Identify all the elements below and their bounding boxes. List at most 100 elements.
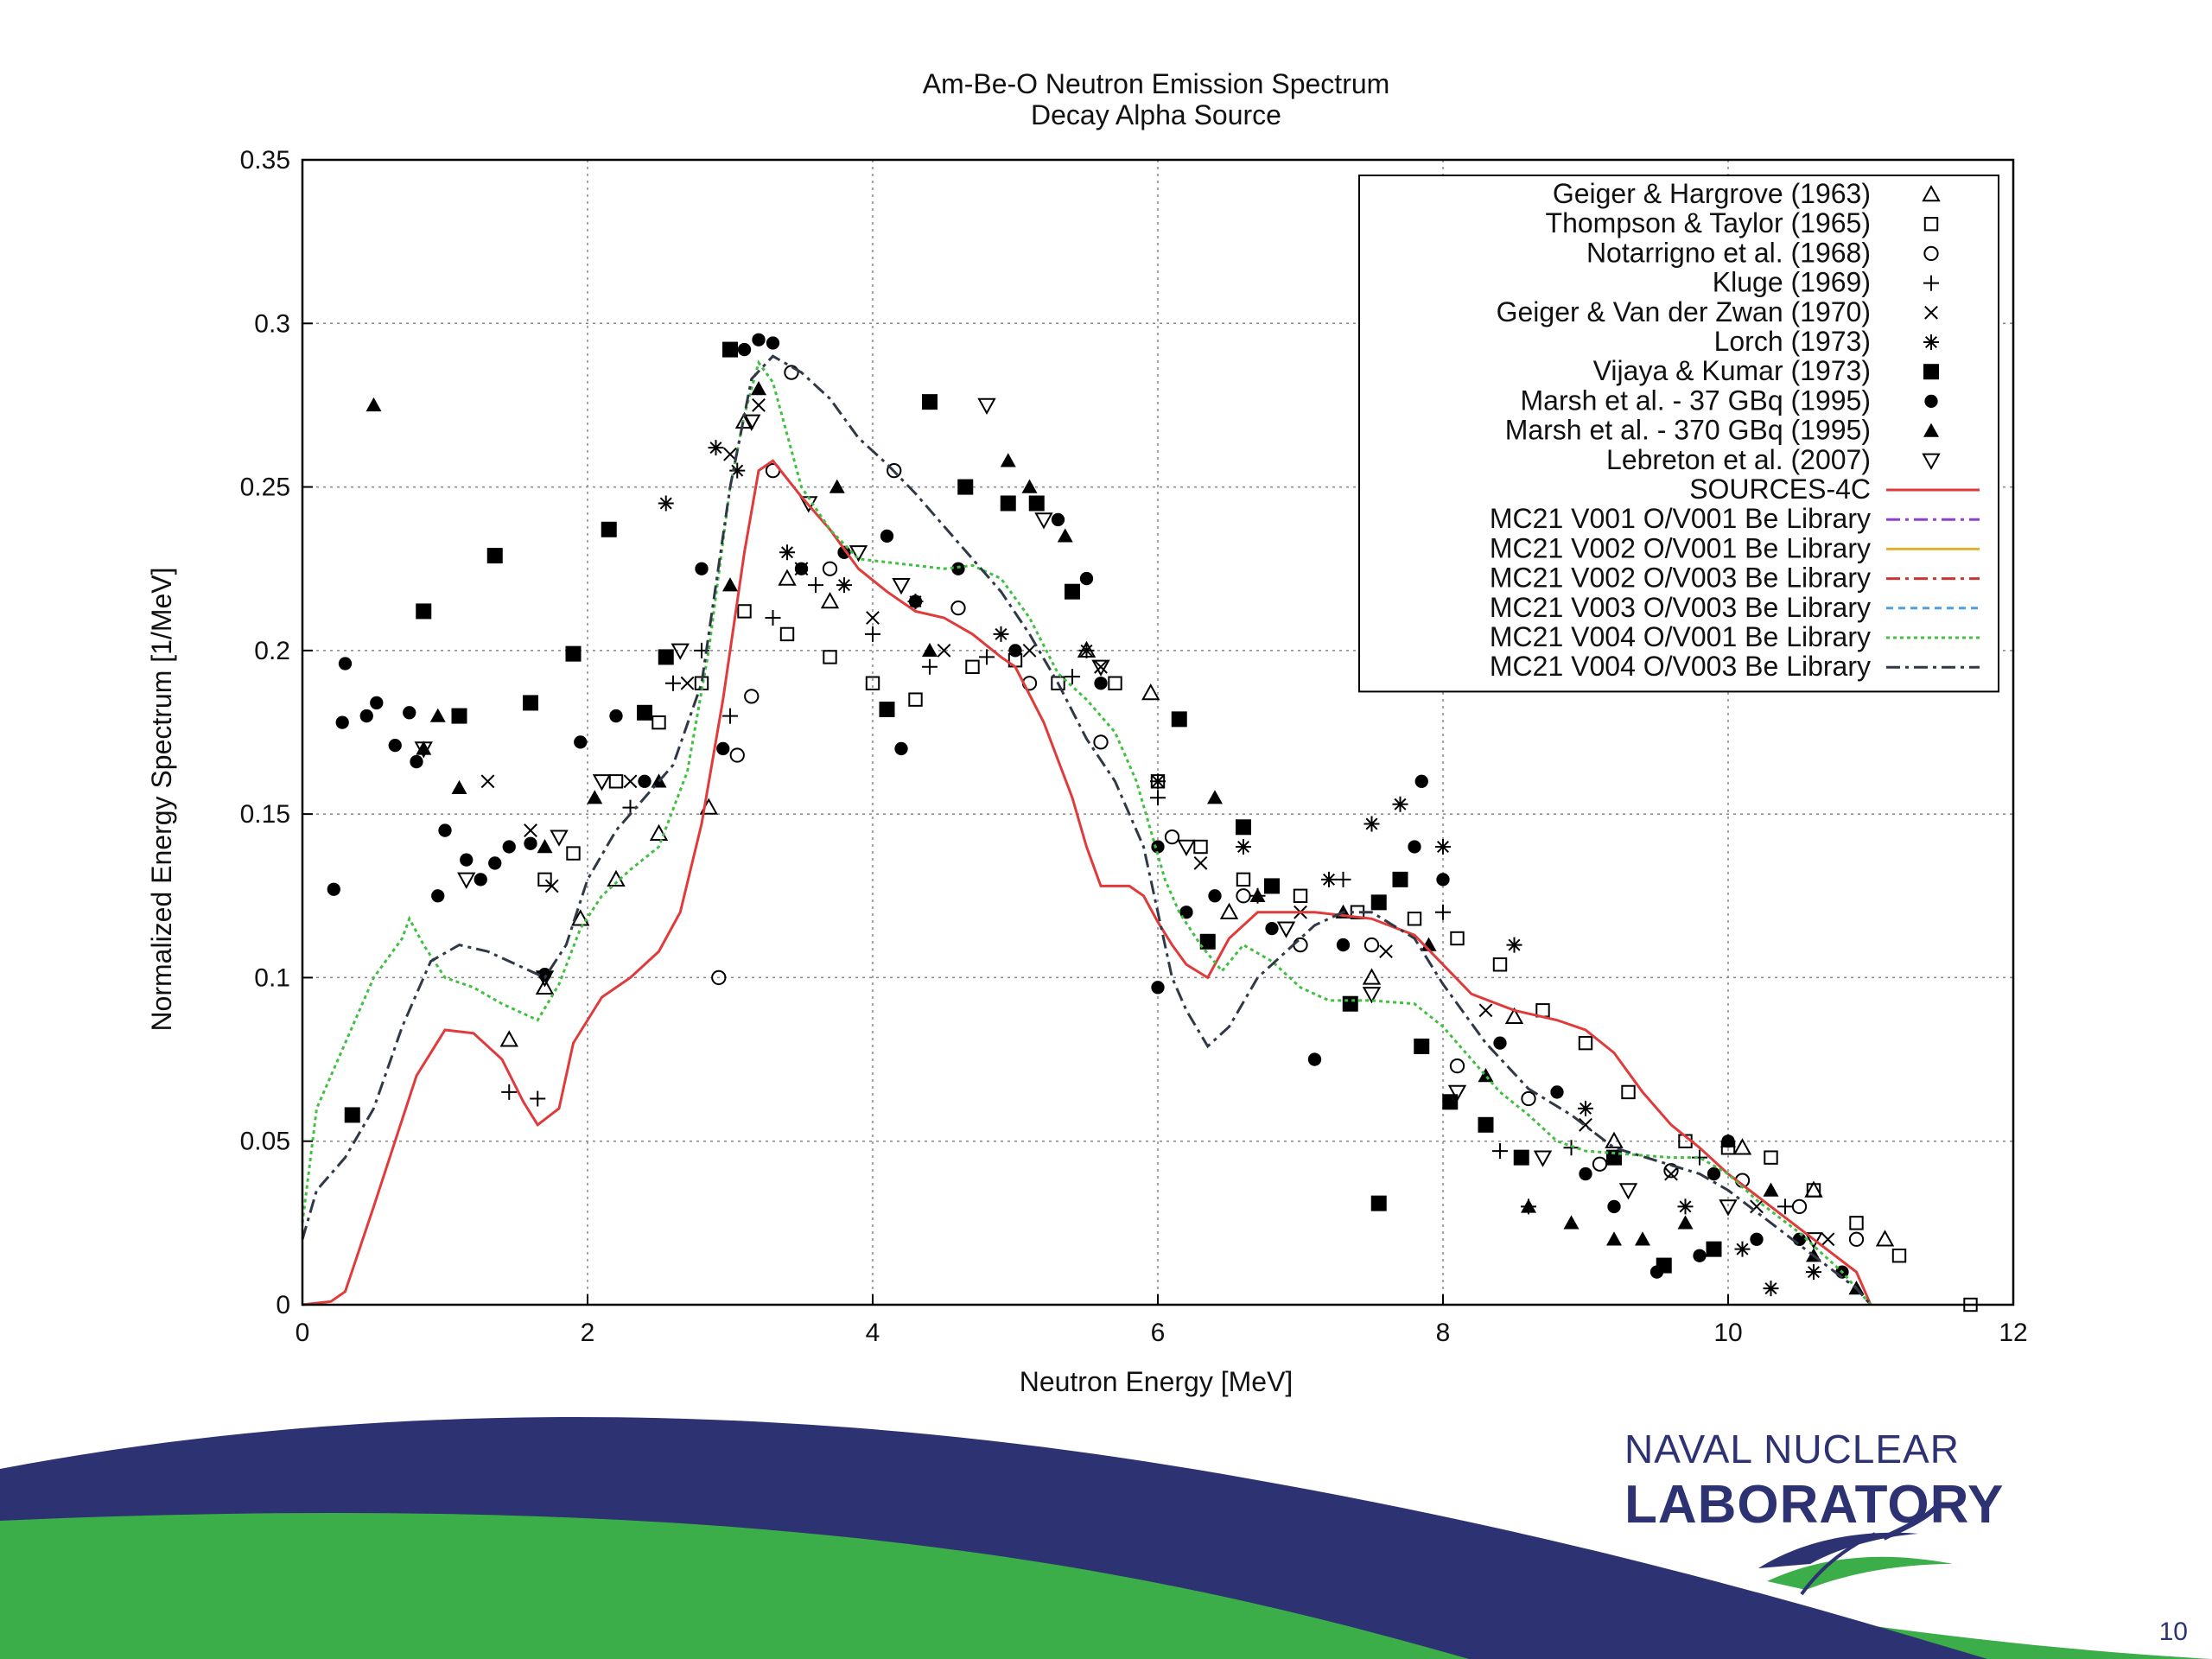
data-point xyxy=(1307,1052,1322,1066)
data-point xyxy=(1265,921,1279,936)
page-number: 10 xyxy=(2158,1618,2188,1646)
data-point xyxy=(1804,1232,1823,1249)
data-point xyxy=(1578,1035,1593,1051)
data-point xyxy=(1362,987,1382,1004)
data-point xyxy=(1791,1198,1808,1215)
logo-wave-icon xyxy=(1758,1505,1953,1596)
legend-label: MC21 V002 O/V003 Be Library xyxy=(1490,563,1871,594)
legend-marker xyxy=(1923,423,1939,437)
data-point xyxy=(1164,829,1180,845)
data-point xyxy=(1621,1084,1636,1100)
data-point xyxy=(836,577,852,594)
data-point xyxy=(752,398,766,412)
y-tick-label: 0.15 xyxy=(240,800,290,829)
data-point xyxy=(1392,871,1408,887)
data-point xyxy=(609,709,623,723)
data-point xyxy=(1493,1036,1507,1050)
data-point xyxy=(1677,1198,1694,1215)
data-point xyxy=(808,577,823,594)
series-5 xyxy=(658,440,1821,1297)
chart-title: Am-Be-O Neutron Emission Spectrum xyxy=(923,68,1390,99)
legend-box xyxy=(1358,175,1999,693)
data-point xyxy=(922,394,938,410)
data-point xyxy=(1875,1230,1895,1247)
data-point xyxy=(865,676,880,690)
data-point xyxy=(566,846,581,861)
data-point xyxy=(784,365,799,380)
data-point xyxy=(722,341,738,358)
data-point xyxy=(1750,1232,1764,1246)
data-point xyxy=(1199,933,1216,950)
data-point xyxy=(894,741,908,756)
data-point xyxy=(652,715,666,730)
data-point xyxy=(729,747,745,763)
data-point xyxy=(1057,528,1073,543)
data-point xyxy=(486,548,503,564)
data-point xyxy=(1806,1183,1821,1198)
data-point xyxy=(993,626,1009,642)
series-6 xyxy=(344,341,1722,1274)
data-point xyxy=(410,754,423,769)
data-point xyxy=(1236,819,1251,836)
data-point xyxy=(1706,1241,1722,1257)
data-point xyxy=(1450,931,1465,946)
data-point xyxy=(1478,1003,1493,1018)
data-point xyxy=(574,735,588,749)
data-point xyxy=(1236,872,1251,887)
plot-frame xyxy=(301,158,2015,1306)
data-point xyxy=(1449,1058,1465,1074)
data-point xyxy=(1848,1231,1865,1247)
data-point xyxy=(1891,1249,1907,1263)
data-point xyxy=(1342,995,1358,1012)
data-point xyxy=(1236,888,1251,904)
data-point xyxy=(849,545,868,563)
data-point xyxy=(1065,669,1080,685)
data-point xyxy=(1151,840,1165,854)
data-point xyxy=(1150,773,1166,790)
data-point xyxy=(535,977,555,995)
legend-label: Geiger & Van der Zwan (1970) xyxy=(1497,296,1871,327)
data-point xyxy=(1592,1156,1608,1172)
data-point xyxy=(957,479,974,495)
legend: Geiger & Hargrove (1963)Thompson & Taylo… xyxy=(1358,175,1999,693)
x-tick-label: 2 xyxy=(581,1319,595,1347)
data-point xyxy=(1370,894,1387,911)
data-point xyxy=(1177,839,1196,857)
data-point xyxy=(1750,1199,1764,1214)
legend-label: MC21 V001 O/V001 Be Library xyxy=(1490,503,1871,534)
legend-label: SOURCES-4C xyxy=(1689,474,1871,505)
y-tick-label: 0.1 xyxy=(254,963,290,992)
data-point xyxy=(1635,1231,1650,1246)
legend-label: MC21 V004 O/V003 Be Library xyxy=(1490,651,1871,682)
data-point xyxy=(1094,659,1108,674)
data-point xyxy=(908,594,923,608)
data-point xyxy=(729,462,746,479)
data-point xyxy=(1492,957,1508,972)
data-point xyxy=(950,600,966,616)
data-point xyxy=(623,774,638,789)
data-point xyxy=(1079,571,1094,586)
data-point xyxy=(820,592,840,609)
series-10 xyxy=(302,459,1872,1306)
data-point xyxy=(1108,676,1122,690)
legend-marker xyxy=(1922,184,1941,202)
data-point xyxy=(480,774,495,789)
data-point xyxy=(416,741,432,755)
data-point xyxy=(1719,1199,1738,1217)
chart-root: Am-Be-O Neutron Emission Spectrum Decay … xyxy=(146,68,2028,1397)
data-point xyxy=(892,577,911,595)
data-point xyxy=(977,397,996,415)
data-point xyxy=(779,544,795,561)
data-point xyxy=(979,649,995,665)
legend-marker xyxy=(1922,453,1941,470)
data-point xyxy=(1447,1084,1467,1102)
legend-label: Notarrigno et al. (1968) xyxy=(1586,237,1871,268)
legend-marker xyxy=(1923,275,1939,291)
data-point xyxy=(1533,1150,1553,1167)
data-point xyxy=(1442,1094,1459,1110)
data-point xyxy=(1236,839,1251,855)
data-point xyxy=(474,873,487,887)
data-point xyxy=(765,610,781,626)
x-tick-label: 10 xyxy=(1713,1319,1742,1347)
